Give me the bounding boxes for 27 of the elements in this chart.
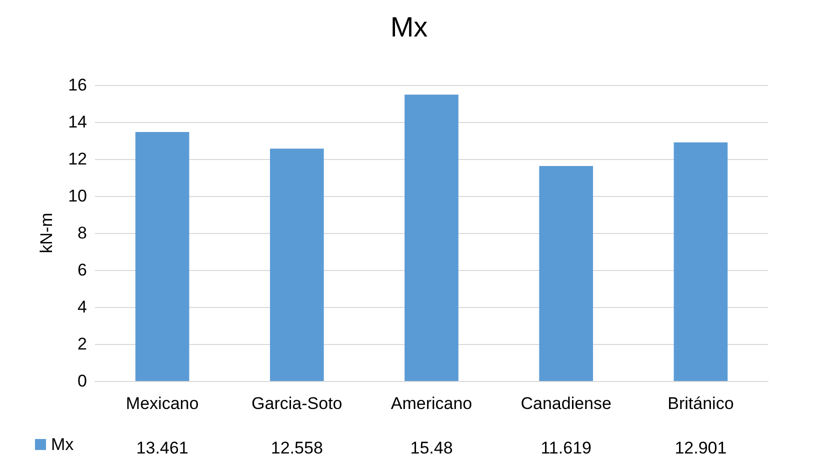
data-label: 13.461 xyxy=(136,438,188,458)
chart-title: Mx xyxy=(390,12,428,42)
data-label: 15.48 xyxy=(410,438,453,458)
x-tick-label: Canadiense xyxy=(520,394,612,413)
legend-label: Mx xyxy=(51,435,74,454)
bar xyxy=(674,142,728,381)
y-tick-label: 2 xyxy=(78,334,87,354)
bar xyxy=(135,132,190,381)
y-tick-label: 8 xyxy=(78,224,87,242)
y-tick-label: 14 xyxy=(68,112,87,132)
data-label: 12.558 xyxy=(270,438,323,458)
y-axis-title: kN-m xyxy=(37,212,56,254)
y-tick-label: 12 xyxy=(68,150,87,168)
y-tick-label: 0 xyxy=(78,372,87,390)
y-tick-label: 16 xyxy=(68,76,87,94)
bar xyxy=(404,94,458,381)
y-tick-label: 10 xyxy=(68,186,87,206)
y-tick-label: 4 xyxy=(78,298,87,316)
x-tick-label: Mexicano xyxy=(126,394,199,413)
bar xyxy=(539,166,594,381)
x-tick-label: Americano xyxy=(390,394,472,413)
data-label: 11.619 xyxy=(540,438,592,458)
data-label: 12.901 xyxy=(674,438,727,458)
x-tick-label: Británico xyxy=(668,394,734,413)
x-tick-label: Garcia-Soto xyxy=(252,394,342,413)
bar xyxy=(270,148,324,381)
y-tick-label: 6 xyxy=(78,260,87,280)
